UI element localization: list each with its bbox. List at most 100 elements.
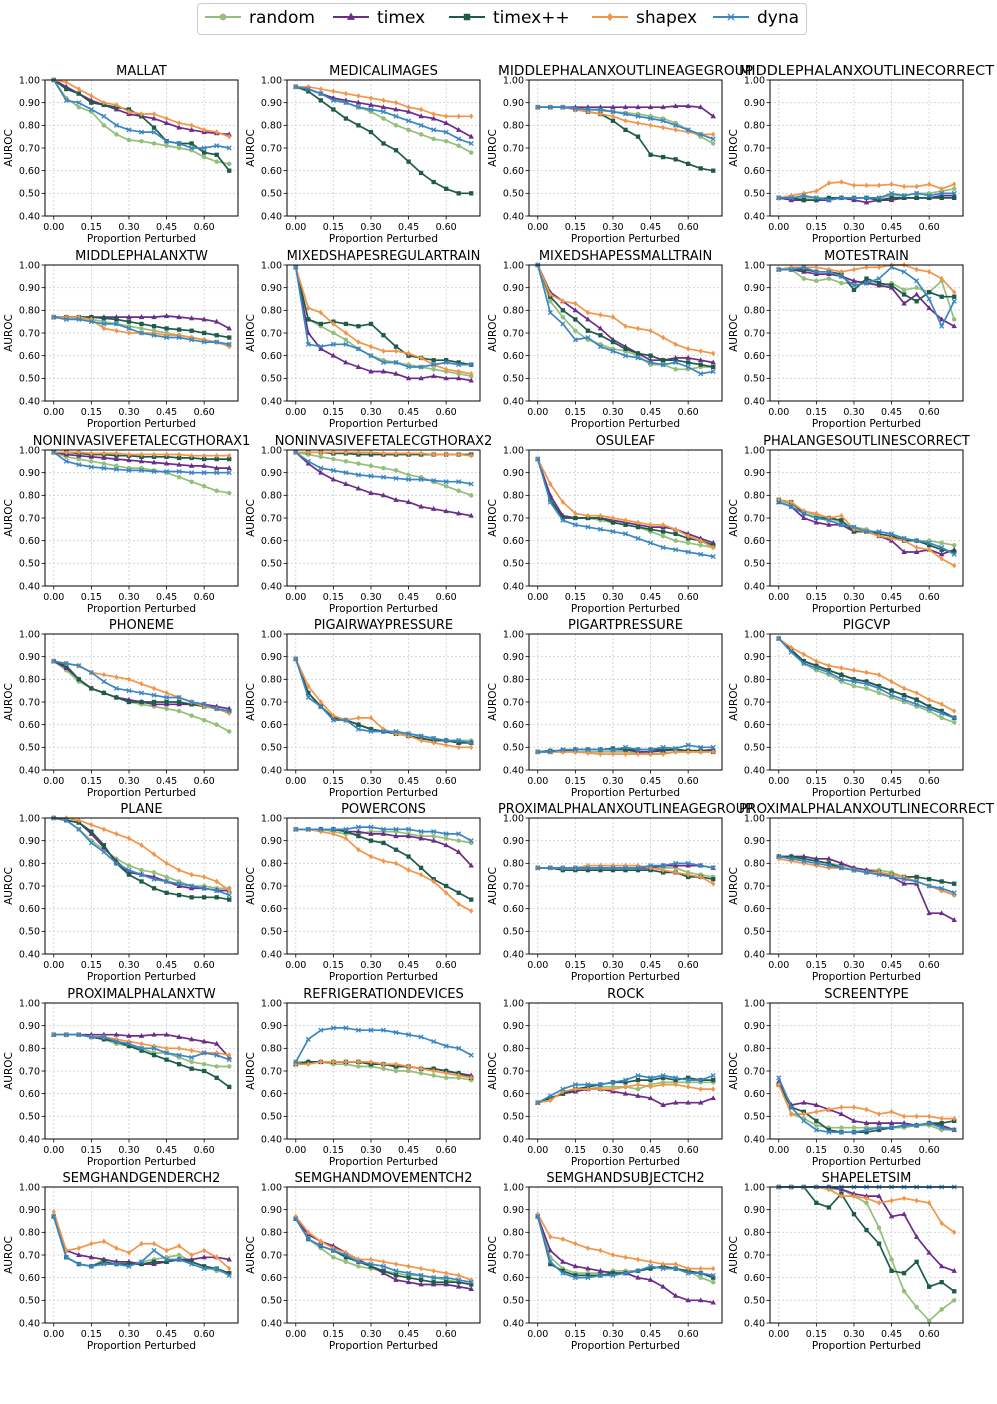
point-dyna-13 bbox=[939, 710, 945, 716]
point-timexpp-9 bbox=[164, 699, 169, 705]
point-timexpp-11 bbox=[189, 895, 194, 900]
point-dyna-6 bbox=[126, 1263, 132, 1269]
point-shapex-6 bbox=[368, 1059, 374, 1065]
point-timexpp-14 bbox=[227, 335, 232, 340]
point-timex-14 bbox=[710, 359, 716, 365]
point-dyna-13 bbox=[698, 1270, 704, 1276]
subplot-title: MIDDLEPHALANXTW bbox=[75, 249, 208, 264]
point-dyna-3 bbox=[572, 865, 578, 871]
xtick-label-4: 0.60 bbox=[919, 222, 940, 233]
point-dyna-10 bbox=[901, 193, 907, 199]
point-random-7 bbox=[381, 1066, 386, 1071]
point-shapex-8 bbox=[635, 1081, 641, 1088]
point-dyna-8 bbox=[876, 195, 882, 201]
point-random-8 bbox=[876, 1225, 882, 1231]
point-dyna-4 bbox=[343, 100, 349, 106]
point-timex-6 bbox=[368, 368, 374, 374]
point-timex-11 bbox=[430, 837, 437, 843]
y-axis-label: AUROC bbox=[728, 314, 740, 352]
point-timexpp-11 bbox=[431, 1280, 436, 1285]
point-timexpp-5 bbox=[356, 833, 361, 839]
point-shapex-11 bbox=[914, 690, 919, 696]
point-shapex-2 bbox=[318, 1238, 323, 1245]
point-timex-13 bbox=[938, 551, 945, 557]
point-timexpp-4 bbox=[101, 690, 107, 696]
ytick-label-5: 0.90 bbox=[744, 1205, 765, 1216]
xtick-label-4: 0.60 bbox=[919, 960, 940, 971]
subplot-semghandsubjectch2: 0.400.500.600.700.800.901.000.00 0.15 0.30… bbox=[487, 1171, 723, 1352]
subplot-title: REFRIGERATIONDEVICES bbox=[303, 987, 464, 1002]
point-shapex-6 bbox=[368, 1256, 374, 1263]
point-timexpp-10 bbox=[176, 455, 182, 461]
point-random-14 bbox=[951, 317, 957, 322]
point-dyna-5 bbox=[355, 824, 361, 830]
point-timex-11 bbox=[913, 1233, 920, 1239]
legend-marker-shape-random bbox=[219, 13, 227, 21]
point-timexpp-8 bbox=[876, 197, 882, 203]
point-timex-10 bbox=[176, 461, 182, 467]
point-dyna-5 bbox=[113, 122, 119, 128]
point-timexpp-14 bbox=[469, 191, 474, 196]
point-shapex-13 bbox=[214, 1254, 219, 1261]
point-dyna-8 bbox=[151, 468, 157, 475]
xtick-label-0: 0.00 bbox=[527, 592, 548, 603]
point-timex-8 bbox=[393, 496, 399, 502]
ytick-label-0: 0.40 bbox=[744, 949, 765, 960]
xtick-label-3: 0.45 bbox=[398, 592, 419, 603]
ytick-label-1: 0.50 bbox=[261, 189, 282, 200]
ytick-label-3: 0.70 bbox=[261, 697, 282, 708]
ytick-label-0: 0.40 bbox=[19, 949, 40, 960]
ytick-label-3: 0.70 bbox=[19, 697, 40, 708]
series-line-dyna bbox=[778, 266, 955, 328]
subplot-title: PROXIMALPHALANXOUTLINECORRECT bbox=[739, 802, 994, 817]
point-dyna-7 bbox=[622, 1077, 629, 1083]
ytick-label-4: 0.80 bbox=[503, 675, 524, 686]
point-dyna-11 bbox=[431, 829, 437, 835]
point-timexpp-8 bbox=[635, 867, 641, 873]
ytick-label-6: 1.00 bbox=[503, 445, 524, 456]
point-dyna-4 bbox=[101, 1034, 107, 1040]
ytick-label-1: 0.50 bbox=[261, 1296, 282, 1307]
xtick-label-4: 0.60 bbox=[919, 407, 940, 418]
point-timex-9 bbox=[163, 120, 170, 126]
point-dyna-6 bbox=[610, 1272, 616, 1278]
point-dyna-5 bbox=[113, 1038, 119, 1045]
ytick-label-3: 0.70 bbox=[261, 881, 282, 892]
subplot-title: PHONEME bbox=[109, 618, 174, 633]
ytick-label-1: 0.50 bbox=[19, 1296, 40, 1307]
xtick-label-2: 0.30 bbox=[118, 960, 139, 971]
point-dyna-3 bbox=[813, 195, 819, 201]
point-dyna-0 bbox=[293, 826, 299, 832]
point-dyna-3 bbox=[813, 269, 819, 275]
point-shapex-14 bbox=[711, 1086, 716, 1092]
point-random-14 bbox=[226, 490, 232, 496]
point-dyna-12 bbox=[201, 885, 207, 891]
point-dyna-6 bbox=[610, 865, 616, 871]
point-timexpp-12 bbox=[927, 1284, 932, 1289]
point-random-2 bbox=[801, 276, 807, 281]
subplot-plane: 0.400.500.600.700.800.901.000.00 0.15 0.30… bbox=[3, 802, 239, 983]
subplot-title: PROXIMALPHALANXOUTLINEAGEGROUP bbox=[498, 802, 753, 817]
ytick-label-4: 0.80 bbox=[261, 1044, 282, 1055]
point-timexpp-11 bbox=[189, 328, 194, 333]
point-timexpp-13 bbox=[698, 362, 703, 367]
point-dyna-9 bbox=[164, 694, 170, 701]
point-random-2 bbox=[76, 456, 82, 462]
x-axis-label: Proportion Perturbed bbox=[329, 418, 438, 430]
point-dyna-10 bbox=[901, 535, 907, 541]
point-timex-13 bbox=[455, 375, 462, 381]
point-dyna-6 bbox=[851, 679, 857, 685]
xtick-label-0: 0.00 bbox=[527, 222, 548, 233]
point-shapex-13 bbox=[698, 1086, 703, 1092]
point-dyna-12 bbox=[201, 1050, 207, 1056]
point-timexpp-1 bbox=[64, 86, 69, 92]
ytick-label-4: 0.80 bbox=[261, 859, 282, 870]
point-timexpp-12 bbox=[927, 543, 932, 548]
point-shapex-1 bbox=[548, 1097, 553, 1104]
point-random-13 bbox=[698, 542, 703, 548]
point-timexpp-8 bbox=[151, 1259, 157, 1264]
point-random-14 bbox=[226, 729, 232, 734]
x-axis-label: Proportion Perturbed bbox=[571, 787, 680, 799]
subplot-title: PLANE bbox=[120, 802, 162, 817]
series-line-timex bbox=[536, 458, 714, 544]
